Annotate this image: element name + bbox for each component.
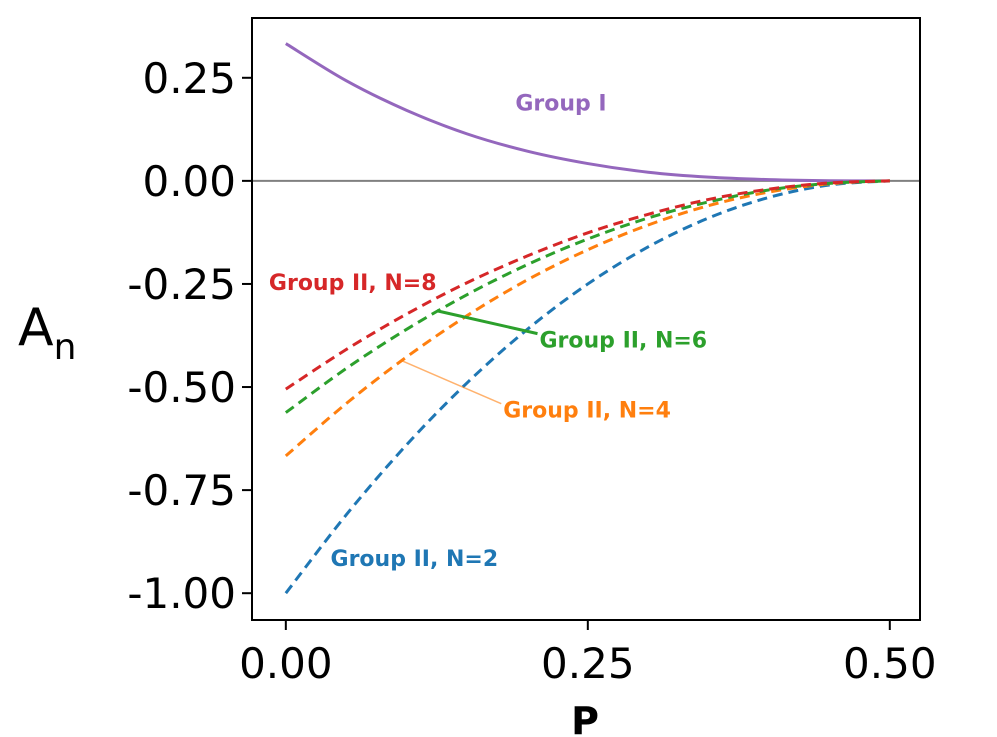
annotation-label: Group II, N=4	[503, 399, 671, 424]
y-tick-label: -1.00	[127, 569, 236, 618]
x-axis-label: P	[571, 699, 599, 737]
y-tick-label: -0.25	[127, 260, 236, 309]
y-tick-label: 0.25	[142, 54, 236, 103]
annotation-label: Group II, N=6	[539, 329, 707, 354]
annotation-pointer	[400, 359, 502, 405]
x-tick-label: 0.50	[843, 639, 937, 688]
y-axis-label-main: A	[18, 298, 54, 358]
series-line-3	[284, 179, 890, 458]
y-tick-label: 0.00	[142, 157, 236, 206]
annotation-label: Group II, N=2	[331, 547, 499, 572]
series-line-2	[284, 179, 890, 595]
svg-text:An: An	[18, 298, 76, 368]
x-tick-label: 0.00	[239, 639, 333, 688]
series-line-4	[284, 179, 890, 414]
annotation-label: Group II, N=8	[269, 271, 437, 296]
y-tick-label: -0.75	[127, 466, 236, 515]
series-line-5	[284, 179, 890, 391]
y-tick-label: -0.50	[127, 363, 236, 412]
annotation-pointer	[436, 309, 538, 336]
plot-frame	[251, 17, 921, 621]
series-line-1	[285, 42, 890, 183]
y-axis-label-subscript: n	[54, 327, 77, 368]
annotation-label: Group I	[515, 92, 606, 117]
x-tick-label: 0.25	[541, 639, 635, 688]
y-axis-label: An	[18, 298, 76, 368]
